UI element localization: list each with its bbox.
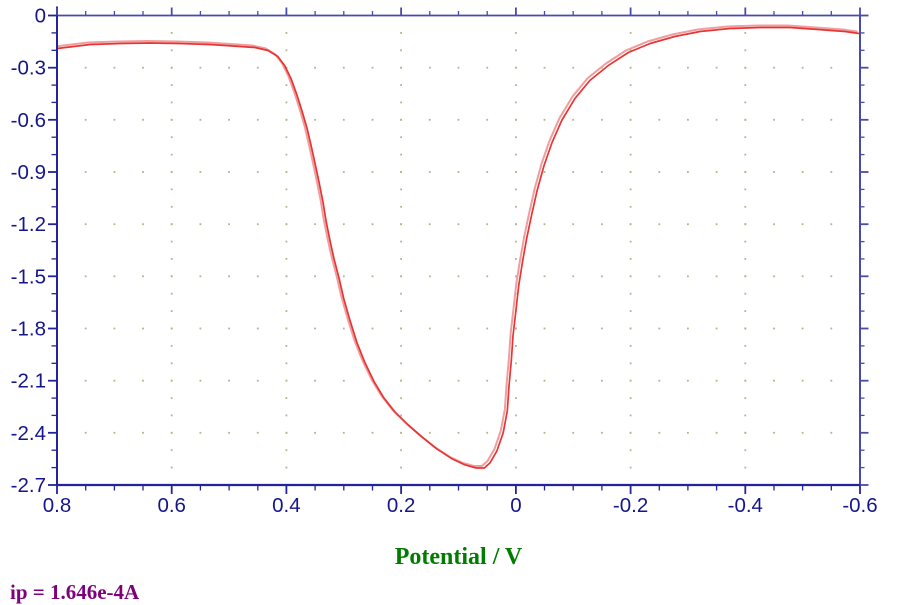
x-tick-label: 0.2 [387,494,416,517]
y-tick-label: -0.3 [11,57,46,80]
x-tick-label: 0.8 [43,494,72,517]
y-tick-label: -2.1 [11,370,46,393]
y-tick-label: -0.6 [11,109,46,132]
x-tick-label: 0.6 [157,494,186,517]
y-tick-label: 0 [35,5,46,28]
trace-scan-main [56,26,861,469]
y-tick-label: -1.8 [11,318,46,341]
y-tick-label: -1.5 [11,265,46,288]
chart-svg: 0.8 0.6 0.4 0.2 0 -0.2 -0.4 -0.6 0 -0.3 -0.6 -0.9 -1… [11,5,878,518]
x-axis-title: Potential / V [394,544,523,570]
trace-scan-light [56,24,858,467]
x-tick-label: 0.4 [272,494,301,517]
y-tick-labels: 0 -0.3 -0.6 -0.9 -1.2 -1.5 -1.8 -2.1 -2.4 -2.7 [11,5,46,498]
y-tick-label: -0.9 [11,161,46,184]
x-tick-label: -0.4 [728,494,763,517]
trace-group [56,24,861,469]
y-tick-label: -1.2 [11,213,46,236]
y-tick-label: -2.7 [11,474,46,497]
x-tick-label: 0 [510,494,521,517]
voltammogram-plot: 0.8 0.6 0.4 0.2 0 -0.2 -0.4 -0.6 0 -0.3 -0.6 -0.9 -1… [11,5,878,518]
tick-marks [48,7,869,494]
y-tick-label: -2.4 [11,422,46,445]
x-tick-label: -0.2 [613,494,648,517]
grid-dots [84,32,833,469]
clipped-annotation-text: ip = 1.646e-4A [10,580,140,604]
x-tick-label: -0.6 [842,494,877,517]
x-tick-labels: 0.8 0.6 0.4 0.2 0 -0.2 -0.4 -0.6 [43,494,878,517]
axes [56,6,861,487]
